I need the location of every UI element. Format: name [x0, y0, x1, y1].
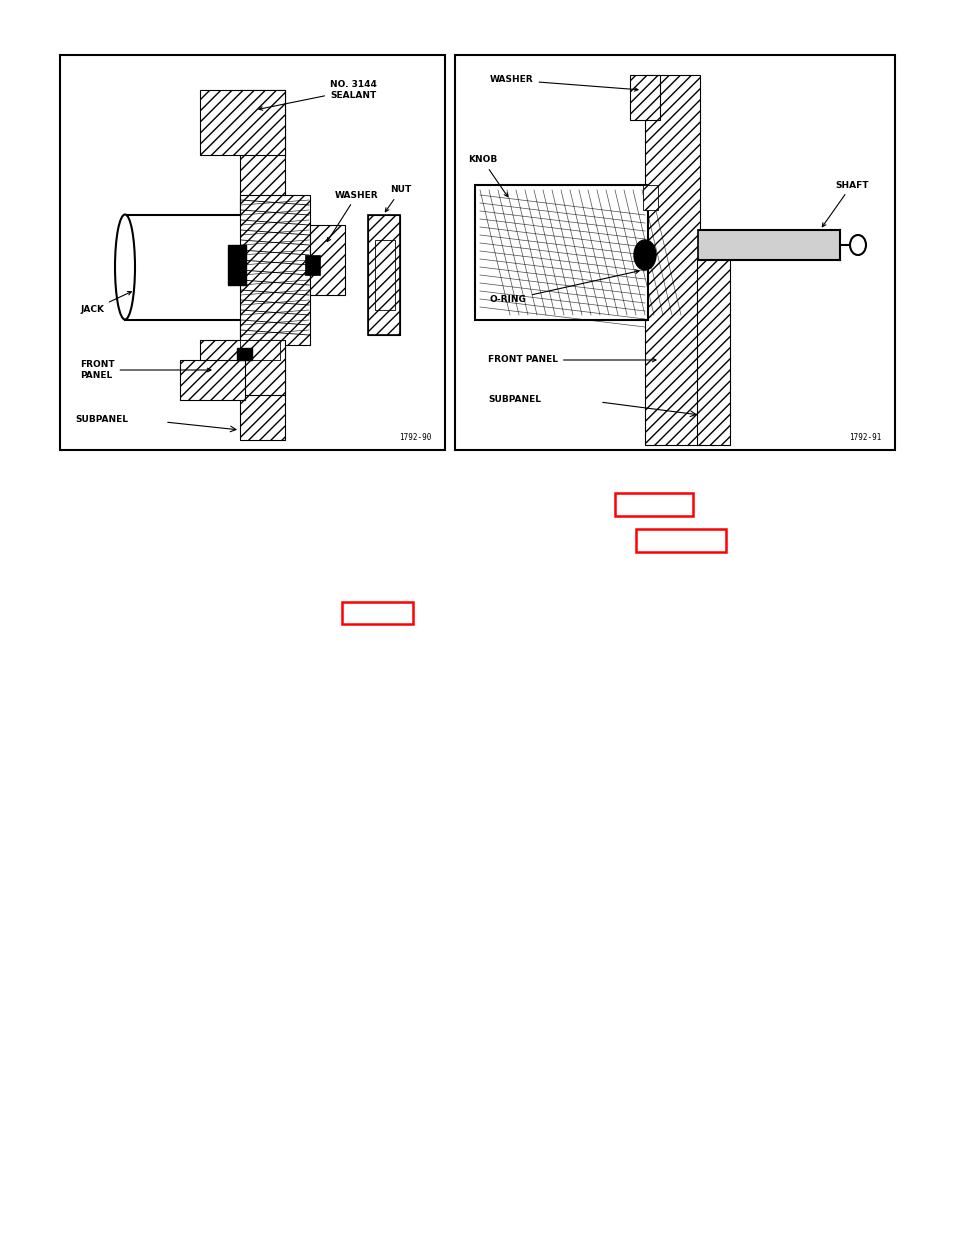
- Bar: [200, 90, 285, 156]
- Bar: [125, 215, 242, 320]
- Bar: [644, 75, 700, 445]
- Text: KNOB: KNOB: [468, 156, 507, 196]
- Bar: [310, 225, 345, 295]
- Bar: [629, 75, 659, 120]
- Text: JACK: JACK: [80, 291, 132, 315]
- Text: SUBPANEL: SUBPANEL: [488, 395, 540, 405]
- Bar: [228, 245, 246, 285]
- Bar: [240, 90, 285, 440]
- Bar: [368, 215, 399, 335]
- Bar: [642, 185, 658, 210]
- Ellipse shape: [115, 215, 135, 320]
- Ellipse shape: [634, 240, 656, 270]
- Bar: [240, 340, 280, 359]
- Bar: [697, 261, 729, 445]
- Text: FRONT
PANEL: FRONT PANEL: [80, 361, 211, 379]
- Bar: [455, 56, 894, 450]
- Bar: [368, 215, 399, 335]
- Text: FRONT PANEL: FRONT PANEL: [488, 356, 656, 364]
- Bar: [698, 230, 840, 261]
- Ellipse shape: [849, 235, 865, 254]
- Bar: [60, 56, 444, 450]
- Bar: [180, 359, 245, 400]
- Bar: [636, 529, 725, 552]
- Bar: [475, 185, 647, 320]
- Text: WASHER: WASHER: [327, 190, 378, 242]
- Bar: [305, 254, 319, 275]
- Bar: [236, 348, 252, 359]
- Text: SUBPANEL: SUBPANEL: [75, 415, 128, 425]
- Text: 1792-90: 1792-90: [399, 433, 432, 442]
- Text: 1792-91: 1792-91: [849, 433, 882, 442]
- Text: NUT: NUT: [385, 185, 411, 211]
- Bar: [200, 340, 285, 395]
- Bar: [375, 240, 395, 310]
- Bar: [341, 601, 413, 624]
- Text: SHAFT: SHAFT: [821, 180, 867, 227]
- Bar: [615, 493, 692, 516]
- Text: WASHER: WASHER: [490, 75, 638, 91]
- Text: O-RING: O-RING: [490, 270, 639, 305]
- Text: NO. 3144
SEALANT: NO. 3144 SEALANT: [258, 80, 376, 110]
- Bar: [240, 195, 310, 345]
